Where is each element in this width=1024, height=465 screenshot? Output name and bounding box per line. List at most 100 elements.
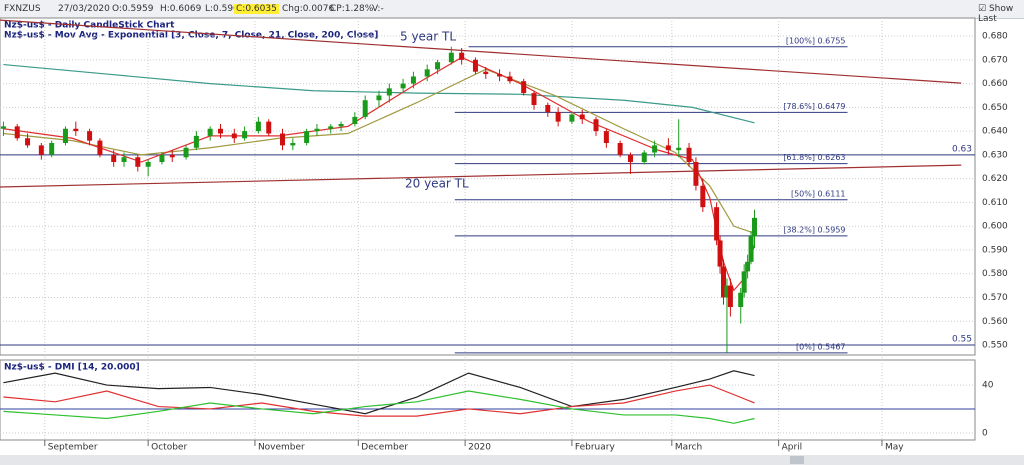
y-tick-label: 0.600: [982, 222, 1008, 232]
candle-body: [652, 145, 658, 153]
candle-body: [280, 133, 286, 146]
candle-body: [741, 271, 747, 293]
candle-body: [686, 147, 692, 163]
candle-body: [727, 285, 733, 307]
candle-body: [676, 147, 682, 151]
candle-body: [745, 261, 751, 272]
candle-body: [255, 121, 261, 132]
dmi-line: [3, 370, 755, 415]
candle-body: [617, 143, 623, 155]
level-label: 0.55: [952, 335, 972, 345]
candle-body: [665, 145, 671, 151]
candle-body: [97, 140, 103, 155]
fib-label: [0%] 0.5467: [796, 342, 845, 351]
candle-body: [183, 147, 189, 158]
x-tick-label: October: [151, 443, 187, 453]
candle-body: [720, 266, 726, 298]
candle-body: [73, 128, 79, 132]
annotation: 5 year TL: [400, 30, 456, 44]
candle-body: [400, 83, 406, 89]
y-tick-label: 0.650: [982, 103, 1008, 113]
y-tick-label: 0.670: [982, 55, 1008, 65]
y-tick-label: 0: [982, 428, 988, 438]
y-tick-label: 0.570: [982, 293, 1008, 303]
y-tick-label: 0.640: [982, 127, 1008, 137]
candle-body: [410, 76, 416, 84]
candle-body: [207, 128, 213, 136]
change-pct: CP:1.28%: [330, 4, 374, 14]
candle-body: [748, 235, 754, 262]
candle-body: [49, 143, 55, 155]
ma-line: [3, 63, 755, 124]
show-last[interactable]: ☑ Show Last: [978, 4, 1014, 24]
candle-body: [738, 292, 744, 307]
price-panel: [0, 17, 976, 356]
candle-body: [752, 217, 758, 236]
candle-body: [593, 119, 599, 132]
dmi-panel: [0, 359, 976, 441]
high: H:0.6069: [160, 4, 202, 14]
x-tick-label: April: [782, 443, 803, 453]
candle-body: [627, 154, 633, 163]
y-tick-label: 0.660: [982, 79, 1008, 89]
x-tick-label: November: [258, 443, 305, 453]
candle-body: [569, 114, 575, 122]
candle-body: [435, 62, 441, 70]
candle-body: [693, 162, 699, 186]
ma-legend: Nz$-us$ - Mov Avg - Exponential [3, Clos…: [4, 31, 378, 41]
candle-body: [338, 123, 344, 127]
candle-body: [242, 131, 248, 139]
candle-body: [521, 81, 527, 94]
symbol: FXNZUS: [4, 4, 41, 14]
date: 27/03/2020: [58, 4, 110, 14]
candle-body: [376, 95, 382, 101]
candle-body: [328, 126, 334, 129]
scroll-thumb[interactable]: [790, 456, 804, 464]
x-tick-label: 2020: [468, 443, 491, 453]
low: L:0.5908: [205, 4, 245, 14]
ma-line: [3, 68, 755, 234]
candle-body: [25, 138, 31, 146]
trendline: [0, 19, 962, 84]
x-tick-label: February: [575, 443, 616, 453]
candle-body: [497, 74, 503, 77]
candle-body: [352, 116, 358, 124]
fib-label: [50%] 0.6111: [791, 189, 846, 198]
candle-body: [111, 154, 117, 163]
x-tick-label: March: [675, 443, 702, 453]
candle-body: [145, 162, 151, 167]
volume: V:-: [372, 4, 384, 14]
close: C:0.6035: [234, 4, 279, 14]
y-tick-label: 0.560: [982, 317, 1008, 327]
x-tick-label: September: [48, 443, 98, 453]
candle-body: [266, 121, 272, 134]
y-tick-label: 0.590: [982, 245, 1008, 255]
candle-body: [362, 100, 368, 117]
candle-body: [290, 143, 296, 146]
level-label: 0.63: [952, 144, 972, 154]
candle-body: [459, 52, 465, 60]
fib-label: [100%] 0.6755: [786, 36, 846, 45]
candle-body: [483, 71, 489, 75]
x-tick-label: December: [361, 443, 408, 453]
candle-body: [507, 76, 513, 82]
candle-body: [169, 154, 175, 158]
candle-body: [724, 285, 730, 298]
candle-body: [641, 152, 647, 163]
y-tick-label: 0.580: [982, 269, 1008, 279]
fib-label: [38.2%] 0.5959: [783, 225, 845, 234]
candle-body: [531, 93, 537, 105]
show-last-label: Show Last: [978, 4, 1014, 24]
dmi-line: [3, 384, 755, 417]
fib-label: [78.6%] 0.6479: [783, 102, 845, 111]
annotation: 20 year TL: [405, 177, 469, 191]
y-tick-label: 0.680: [982, 32, 1008, 42]
ma-line: [3, 56, 756, 292]
candle-body: [386, 88, 392, 96]
y-tick-label: 0.610: [982, 198, 1008, 208]
change: Chg:0.0076: [282, 4, 335, 14]
candle-body: [472, 59, 478, 72]
fib-label: [61.8%] 0.6263: [783, 153, 845, 162]
